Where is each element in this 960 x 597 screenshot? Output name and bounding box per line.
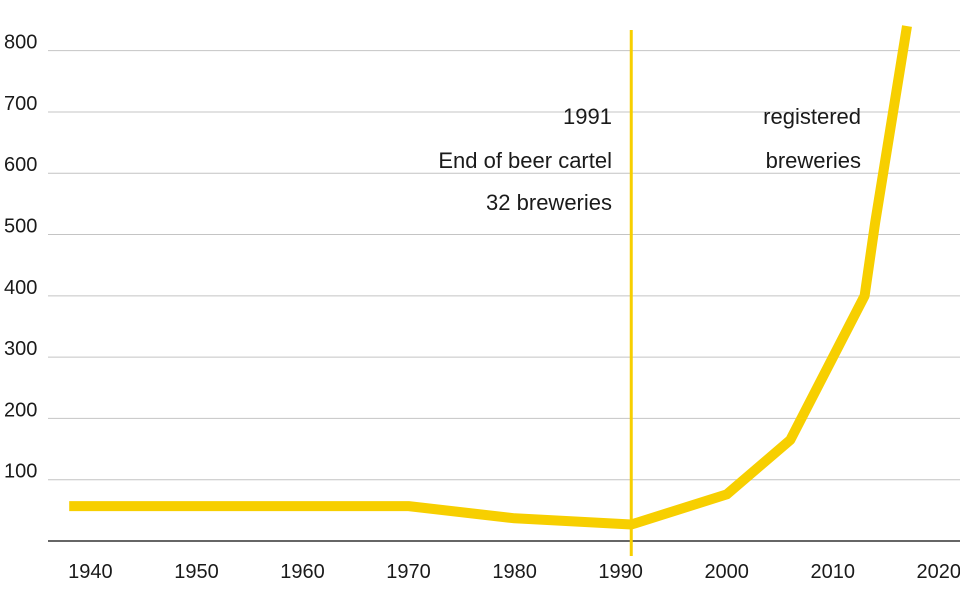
event-annotation-title: End of beer cartel: [438, 148, 612, 173]
x-tick-label-2010: 2010: [810, 561, 855, 583]
y-tick-label-500: 500: [4, 216, 37, 238]
y-tick-label-700: 700: [4, 93, 37, 115]
series-line-0: [69, 25, 912, 530]
x-tick-label-2000: 2000: [704, 561, 749, 583]
event-annotation-count: 32 breweries: [486, 190, 612, 215]
y-tick-label-600: 600: [4, 154, 37, 176]
event-annotation-year: 1991: [563, 104, 612, 129]
series-label-line-2: breweries: [766, 148, 861, 173]
x-axis-tick-labels: 1940 1950 1960 1970 1980 1990 2000 2010 2020: [68, 561, 960, 583]
x-tick-label-1940: 1940: [68, 561, 113, 583]
y-tick-label-400: 400: [4, 277, 37, 299]
x-tick-label-2020: 2020: [917, 561, 960, 583]
x-tick-label-1980: 1980: [492, 561, 537, 583]
gridlines: [48, 50, 960, 481]
x-tick-label-1970: 1970: [386, 561, 431, 583]
x-tick-label-1960: 1960: [280, 561, 325, 583]
series-label-line-1: registered: [763, 104, 861, 129]
y-tick-label-100: 100: [4, 461, 37, 483]
y-tick-label-800: 800: [4, 32, 37, 54]
x-tick-label-1990: 1990: [598, 561, 643, 583]
x-tick-label-1950: 1950: [174, 561, 219, 583]
y-tick-label-200: 200: [4, 399, 37, 421]
y-tick-label-300: 300: [4, 338, 37, 360]
series-lines: [69, 25, 912, 530]
y-axis-tick-labels: 100 200 300 400 500 600 700 800: [4, 32, 37, 483]
